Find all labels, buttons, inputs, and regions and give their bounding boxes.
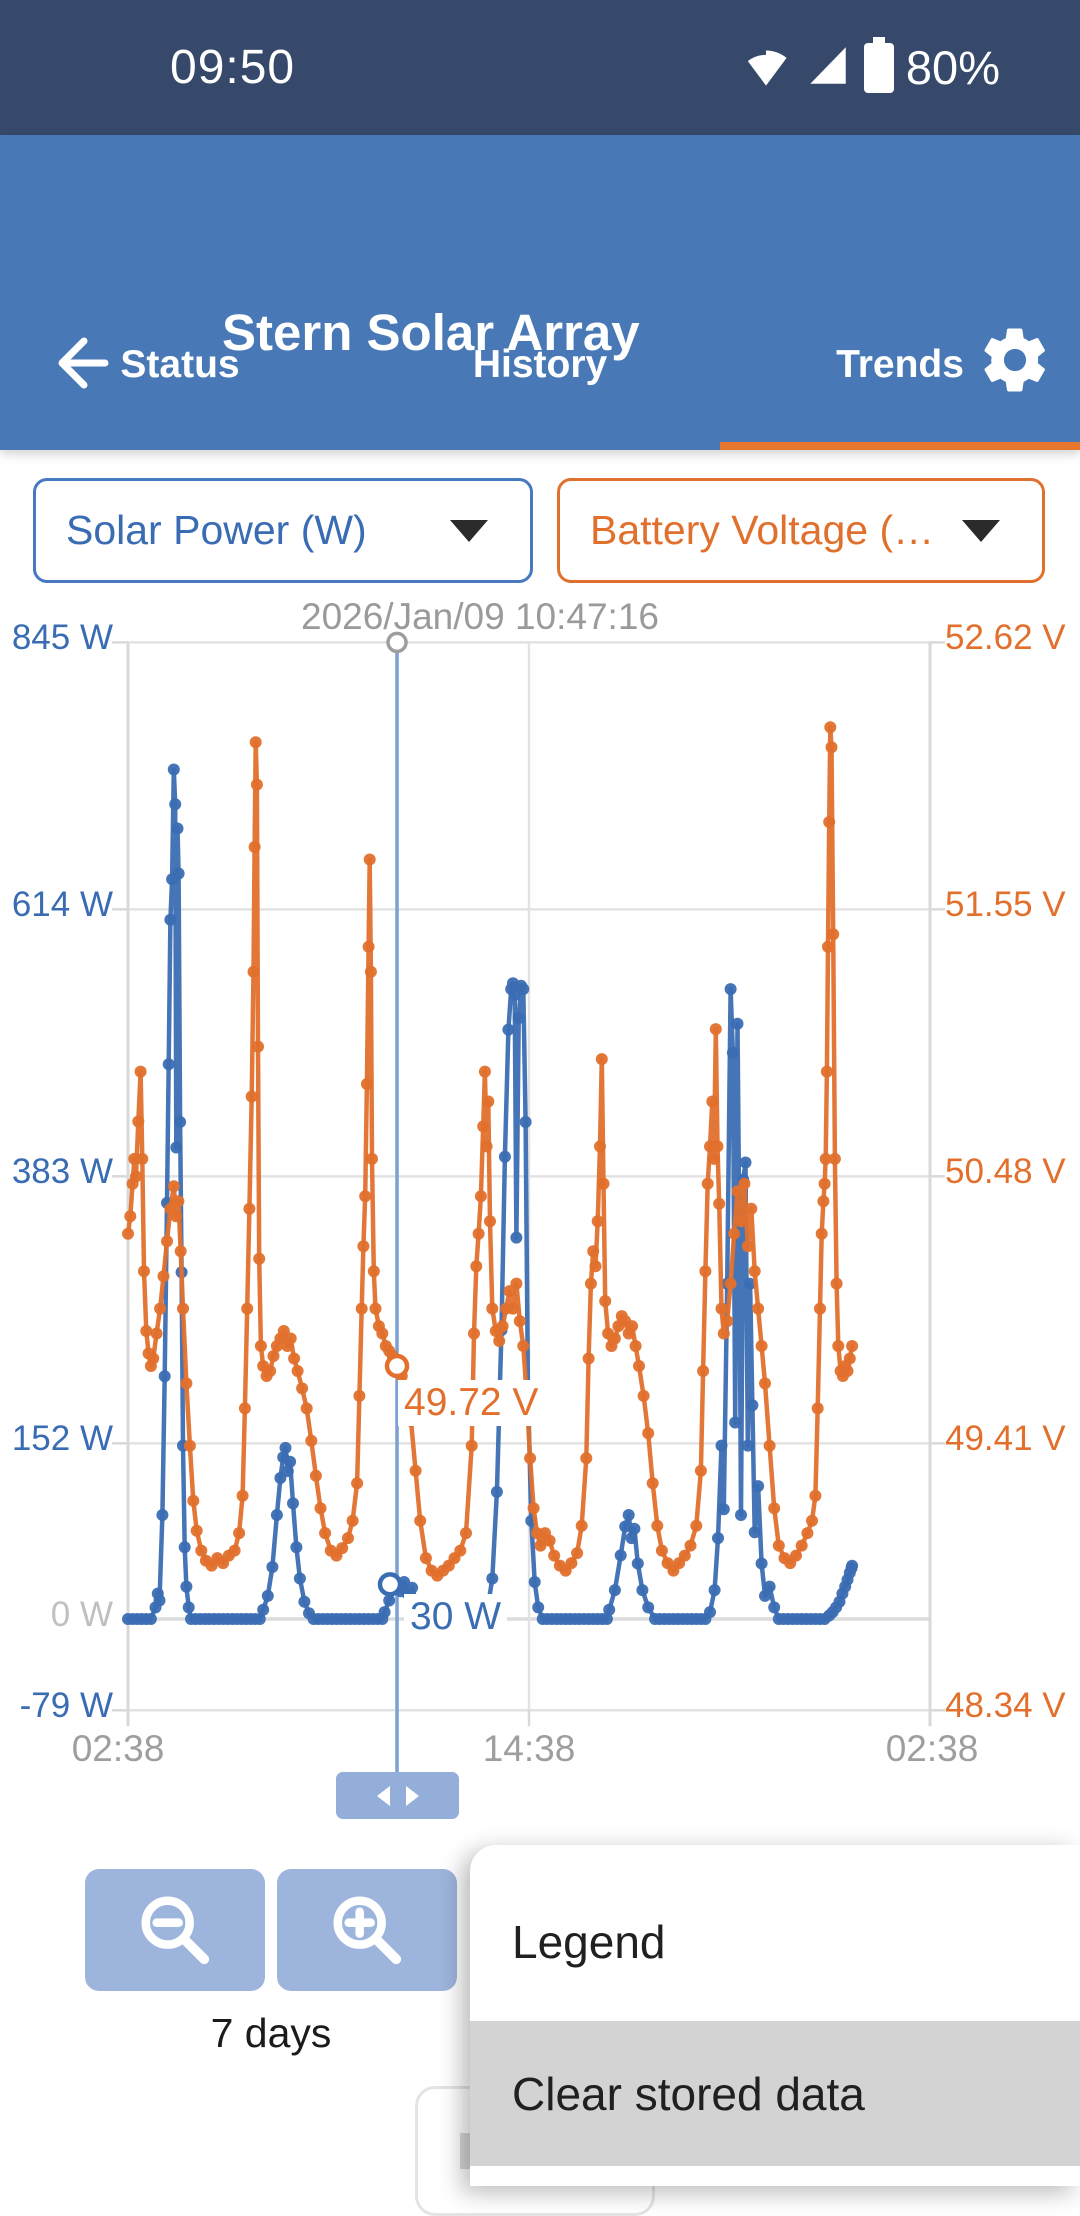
right-axis-tick-label: 49.41 V: [945, 1419, 1066, 1459]
right-axis-tick-label: 50.48 V: [945, 1152, 1066, 1192]
left-axis-tick-label: 614 W: [11, 885, 113, 925]
status-icons: 80%: [740, 0, 1000, 135]
zoom-range-label: 7 days: [210, 2010, 332, 2056]
cell-signal-icon: [802, 40, 852, 95]
menu-item-legend[interactable]: Legend: [512, 1916, 666, 1968]
cursor-datetime-label: 2026/Jan/09 10:47:16: [301, 596, 659, 637]
right-axis-tick-label: 52.62 V: [945, 618, 1066, 658]
tab-status[interactable]: Status: [120, 343, 240, 386]
battery-percent-label: 80%: [905, 41, 1000, 94]
scrub-left-arrow-icon: [376, 1785, 390, 1806]
left-axis-tick-label: 383 W: [11, 1152, 113, 1192]
right-axis-tick-label: 48.34 V: [945, 1686, 1066, 1726]
cursor-voltage-value: 49.72 V: [398, 1380, 545, 1426]
menu-item-clear-stored-data[interactable]: Clear stored data: [470, 2021, 1080, 2166]
status-bar: 09:50 80%: [0, 0, 1080, 135]
tab-history[interactable]: History: [472, 343, 608, 386]
cursor-scrub-handle[interactable]: [336, 1772, 459, 1819]
right-axis-tick-label: 51.55 V: [945, 885, 1066, 925]
left-series-label: Solar Power (W): [66, 507, 367, 553]
zoom-in-button[interactable]: [277, 1869, 457, 1991]
gear-icon: [984, 328, 1045, 392]
left-series-selector[interactable]: Solar Power (W): [33, 478, 533, 583]
zoom-out-button[interactable]: [85, 1869, 265, 1991]
context-menu: Legend Clear stored data: [470, 1845, 1080, 2186]
left-axis-tick-label: 152 W: [11, 1419, 113, 1459]
zoom-in-icon: [333, 1896, 402, 1965]
x-axis-tick-label: 02:38: [885, 1728, 979, 1769]
chevron-down-icon: [450, 519, 488, 542]
left-axis-zero-label: 0 W: [50, 1594, 113, 1634]
x-axis-tick-label: 02:38: [71, 1728, 165, 1769]
back-button[interactable]: [38, 323, 118, 403]
status-clock: 09:50: [170, 41, 296, 94]
x-axis-tick-label: 14:38: [482, 1728, 576, 1769]
app-header: Stern Solar Array Status History Trends: [0, 135, 1080, 450]
zoom-out-icon: [141, 1896, 210, 1965]
left-axis-tick-label: -79 W: [19, 1686, 113, 1726]
page-title: Stern Solar Array: [222, 304, 640, 361]
active-tab-underline: [720, 442, 1080, 450]
back-arrow-icon: [58, 337, 109, 389]
wifi-icon: [740, 39, 792, 96]
chevron-down-icon: [962, 519, 1000, 542]
settings-button[interactable]: [978, 323, 1052, 397]
cursor-power-value: 30 W: [404, 1594, 508, 1640]
scrub-right-arrow-icon: [405, 1785, 419, 1806]
right-series-selector[interactable]: Battery Voltage (…: [557, 478, 1045, 583]
tab-trends[interactable]: Trends: [836, 343, 964, 386]
battery-icon: [862, 37, 896, 98]
left-axis-tick-label: 845 W: [11, 618, 113, 658]
right-series-label: Battery Voltage (…: [590, 507, 935, 553]
